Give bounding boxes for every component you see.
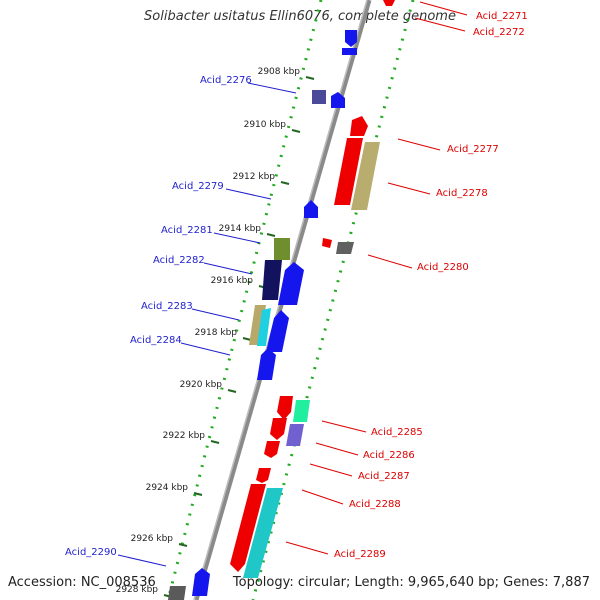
kbp-tick-mark xyxy=(178,543,188,547)
gene-block[interactable] xyxy=(274,238,290,260)
gene-label: Acid_2271 xyxy=(476,11,528,22)
kbp-tick-label: 2910 kbp xyxy=(244,120,287,130)
gene-block[interactable] xyxy=(351,142,380,210)
kbp-tick-label: 2926 kbp xyxy=(131,534,174,544)
gene-block[interactable] xyxy=(266,310,289,352)
gene-leader-line xyxy=(419,1,468,16)
gene-label: Acid_2276 xyxy=(200,75,252,86)
kbp-tick-mark xyxy=(280,181,290,185)
kbp-tick-mark xyxy=(193,492,203,496)
gene-block[interactable] xyxy=(345,30,357,47)
map-title: Solibacter usitatus Ellin6076, complete … xyxy=(144,9,456,24)
gene-leader-line xyxy=(315,442,359,456)
gene-leader-line xyxy=(367,254,413,269)
gene-leader-line xyxy=(414,17,466,32)
gene-label: Acid_2279 xyxy=(172,181,224,192)
gene-block[interactable] xyxy=(278,262,304,305)
gene-block[interactable] xyxy=(293,400,310,422)
gene-block[interactable] xyxy=(262,260,282,300)
gene-block[interactable] xyxy=(264,441,280,458)
gene-label: Acid_2287 xyxy=(358,471,410,482)
gene-labels: Acid_2276 Acid_2279 Acid_2281 Acid_2282 Acid… xyxy=(65,1,528,567)
kbp-tick-label: 2922 kbp xyxy=(163,431,206,441)
kbp-tick-label: 2908 kbp xyxy=(258,67,301,77)
gene-block[interactable] xyxy=(322,238,332,248)
gene-block[interactable] xyxy=(304,200,318,218)
gene-block[interactable] xyxy=(243,488,283,578)
gene-label: Acid_2282 xyxy=(153,255,205,266)
gene-block[interactable] xyxy=(257,308,271,346)
gene-label: Acid_2288 xyxy=(349,499,401,510)
gene-leader-line xyxy=(213,232,261,244)
kbp-tick-label: 2924 kbp xyxy=(146,483,189,493)
gene-leader-line xyxy=(117,554,167,567)
gene-leader-line xyxy=(225,188,272,200)
gene-label: Acid_2290 xyxy=(65,547,117,558)
kbp-tick-mark xyxy=(242,337,252,341)
gene-label: Acid_2289 xyxy=(334,549,386,560)
kbp-tick-mark xyxy=(305,76,315,80)
gene-block[interactable] xyxy=(230,484,266,572)
gene-features xyxy=(168,0,395,600)
gene-block[interactable] xyxy=(192,568,210,596)
kbp-tick-label: 2928 kbp xyxy=(116,585,159,595)
gene-leader-line xyxy=(309,463,353,477)
gene-block[interactable] xyxy=(270,418,287,440)
gene-leader-line xyxy=(301,489,344,505)
gene-block[interactable] xyxy=(334,138,363,205)
kbp-tick-label: 2914 kbp xyxy=(219,224,262,234)
gene-block[interactable] xyxy=(256,468,271,483)
genome-summary-text: Topology: circular; Length: 9,965,640 bp… xyxy=(232,575,590,590)
gene-block[interactable] xyxy=(277,396,293,420)
gene-block[interactable] xyxy=(383,0,395,6)
gene-block[interactable] xyxy=(342,48,357,55)
kbp-tick-mark xyxy=(291,129,301,133)
gene-block[interactable] xyxy=(336,242,354,254)
gene-block[interactable] xyxy=(331,92,345,108)
gene-block[interactable] xyxy=(312,90,326,104)
gene-block[interactable] xyxy=(286,424,304,446)
gene-leader-line xyxy=(180,342,231,356)
kbp-tick-mark xyxy=(227,389,237,393)
gene-label: Acid_2284 xyxy=(130,335,182,346)
gene-leader-line xyxy=(191,308,240,321)
kbp-tick-label: 2920 kbp xyxy=(180,380,223,390)
gene-label: Acid_2283 xyxy=(141,301,193,312)
gene-block[interactable] xyxy=(168,586,186,600)
gene-leader-line xyxy=(397,138,441,151)
gene-label: Acid_2286 xyxy=(363,450,415,461)
gene-label: Acid_2280 xyxy=(417,262,469,273)
inner-track-right xyxy=(251,0,415,600)
gene-label: Acid_2278 xyxy=(436,188,488,199)
gene-label: Acid_2285 xyxy=(371,427,423,438)
kbp-tick-mark xyxy=(266,233,276,237)
accession-text: Accession: NC_008536 xyxy=(8,575,156,590)
kbp-tick-label: 2916 kbp xyxy=(211,276,254,286)
kbp-tick-label: 2912 kbp xyxy=(233,172,276,182)
gene-leader-line xyxy=(285,541,329,555)
gene-block[interactable] xyxy=(257,348,276,380)
gene-label: Acid_2277 xyxy=(447,144,499,155)
gene-leader-line xyxy=(203,262,253,275)
gene-leader-line xyxy=(247,82,297,94)
gene-label: Acid_2281 xyxy=(161,225,213,236)
gene-leader-line xyxy=(321,420,367,433)
gene-block[interactable] xyxy=(350,116,368,136)
kbp-tick-label: 2918 kbp xyxy=(195,328,238,338)
kbp-tick-mark xyxy=(210,440,220,444)
gene-label: Acid_2272 xyxy=(473,27,525,38)
gene-leader-line xyxy=(387,182,431,195)
kbp-ticks: 2908 kbp 2910 kbp 2912 kbp 2914 kbp 2916 kbp… xyxy=(116,67,315,598)
